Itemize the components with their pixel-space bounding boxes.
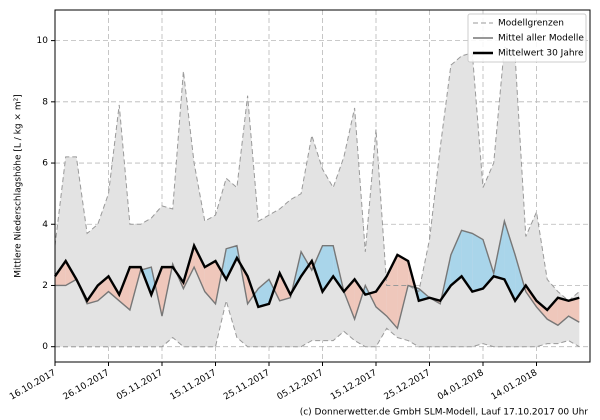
legend-label: Mittel aller Modelle	[498, 34, 584, 44]
difference-fill	[155, 267, 162, 317]
y-tick-label: 10	[37, 36, 49, 46]
difference-fill	[472, 233, 483, 292]
y-tick-label: 6	[42, 159, 48, 169]
y-tick-label: 4	[42, 220, 48, 230]
difference-fill	[97, 276, 109, 301]
difference-fill	[226, 245, 237, 280]
difference-fill	[204, 260, 216, 304]
difference-fill	[483, 239, 494, 289]
x-tick-label: 25.11.2017	[222, 368, 272, 402]
x-tick-label: 26.10.2017	[62, 368, 112, 402]
difference-fill	[322, 245, 334, 292]
climate-mean-line	[54, 242, 580, 312]
difference-fill	[536, 300, 548, 320]
difference-fill	[547, 297, 558, 326]
x-tick-label: 16.10.2017	[8, 368, 58, 402]
legend-label: Modellgrenzen	[498, 19, 564, 29]
plot-frame	[54, 9, 591, 363]
x-tick-label: 15.11.2017	[169, 368, 219, 402]
difference-fill	[568, 297, 580, 323]
difference-fill	[194, 245, 205, 292]
y-tick-label: 2	[42, 281, 48, 291]
y-axis-label: Mittlere Niederschlagshöhe [L / kg × m²]	[14, 94, 24, 277]
model-upper	[54, 45, 580, 302]
difference-fill	[504, 221, 516, 301]
y-tick-label: 8	[42, 97, 48, 107]
x-tick-label: 05.11.2017	[115, 368, 165, 402]
model-lower	[55, 298, 580, 348]
difference-fill	[461, 230, 473, 292]
x-tick-label: 04.01.2018	[436, 368, 486, 403]
difference-fill	[313, 245, 323, 292]
difference-fill	[119, 267, 130, 310]
difference-fill	[376, 276, 387, 317]
difference-fill	[397, 254, 409, 329]
x-tick-label: 25.12.2017	[383, 368, 433, 402]
legend: Modellgrenzen Mittel aller Modelle Mittelw…	[467, 13, 587, 63]
footer: (c) Donnerwetter.de GmbH SLM-Modell, Lau…	[300, 408, 589, 418]
legend-label: Mittelwert 30 Jahre	[498, 49, 584, 59]
y-tick-label: 0	[42, 342, 48, 352]
x-tick-label: 15.12.2017	[329, 368, 379, 402]
difference-fill	[55, 260, 66, 286]
x-tick-label: 05.12.2017	[276, 368, 326, 402]
legend-box	[467, 13, 587, 63]
difference-fill	[301, 251, 309, 277]
x-tick-label: 14.01.2018	[490, 368, 540, 403]
difference-fill	[450, 230, 462, 286]
